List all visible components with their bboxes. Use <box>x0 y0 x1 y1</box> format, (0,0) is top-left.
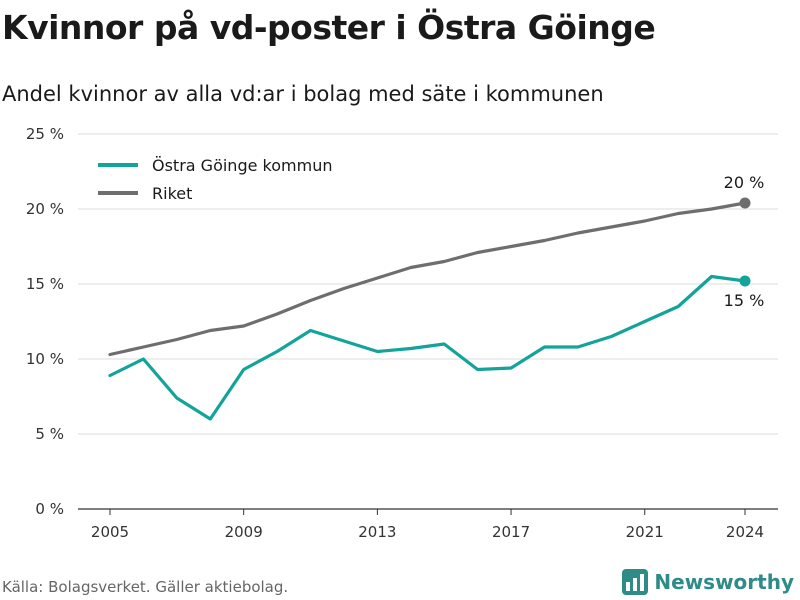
axes: 0 % 5 % 10 % 15 % 20 % 25 % 2005 2009 2013 2017 20… <box>26 125 778 541</box>
legend: Östra Göinge kommun Riket <box>88 150 363 208</box>
y-tick-label: 15 % <box>26 275 64 293</box>
brand-logo: Newsworthy <box>622 569 794 595</box>
grid-lines <box>78 133 778 435</box>
x-tick-label: 2017 <box>492 523 530 541</box>
line-chart: 0 % 5 % 10 % 15 % 20 % 25 % 2005 2009 2013 2017 20… <box>26 125 778 541</box>
source-note: Källa: Bolagsverket. Gäller aktiebolag. <box>2 578 289 596</box>
series-lines: 15 % 20 % <box>108 173 765 421</box>
newsworthy-bar-chart-logo-icon <box>622 569 649 595</box>
x-tick-label: 2021 <box>626 523 664 541</box>
legend-background <box>88 150 363 208</box>
x-tick-label: 2009 <box>225 523 263 541</box>
y-tick-label: 10 % <box>26 350 64 368</box>
series-end-point <box>739 275 751 287</box>
chart-subtitle: Andel kvinnor av alla vd:ar i bolag med … <box>2 82 604 106</box>
x-tick-label: 2005 <box>91 523 129 541</box>
y-tick-label: 25 % <box>26 125 64 143</box>
chart-title: Kvinnor på vd-poster i Östra Göinge <box>2 8 656 47</box>
y-tick-label: 0 % <box>35 500 64 518</box>
brand-name: Newsworthy <box>654 570 794 594</box>
series-line <box>108 201 747 357</box>
x-tick-label: 2013 <box>358 523 396 541</box>
series-end-label: 15 % <box>724 291 765 310</box>
legend-label: Riket <box>152 184 192 203</box>
y-tick-label: 20 % <box>26 200 64 218</box>
legend-label: Östra Göinge kommun <box>152 156 332 175</box>
series-end-label: 20 % <box>724 173 765 192</box>
y-tick-label: 5 % <box>35 425 64 443</box>
series-end-point <box>739 197 751 209</box>
x-tick-label: 2024 <box>726 523 764 541</box>
series-line <box>108 274 747 421</box>
